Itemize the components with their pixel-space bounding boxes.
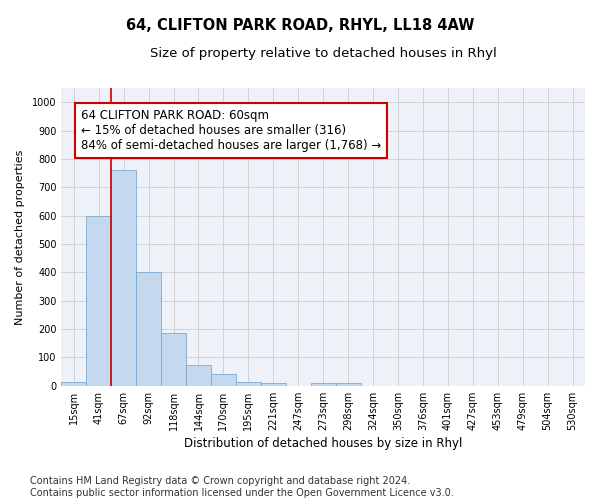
Title: Size of property relative to detached houses in Rhyl: Size of property relative to detached ho… [150,48,497,60]
Bar [311,383,335,386]
Bar [61,382,86,386]
Bar [261,383,286,386]
Bar [335,383,361,386]
Text: Contains HM Land Registry data © Crown copyright and database right 2024.
Contai: Contains HM Land Registry data © Crown c… [30,476,454,498]
Text: 64 CLIFTON PARK ROAD: 60sqm
← 15% of detached houses are smaller (316)
84% of se: 64 CLIFTON PARK ROAD: 60sqm ← 15% of det… [81,110,382,152]
Bar [211,374,236,386]
Bar [136,272,161,386]
Y-axis label: Number of detached properties: Number of detached properties [15,149,25,324]
Bar [236,382,261,386]
Text: 64, CLIFTON PARK ROAD, RHYL, LL18 4AW: 64, CLIFTON PARK ROAD, RHYL, LL18 4AW [126,18,474,32]
Bar [86,216,111,386]
Bar [111,170,136,386]
Bar [186,364,211,386]
Bar [161,334,186,386]
X-axis label: Distribution of detached houses by size in Rhyl: Distribution of detached houses by size … [184,437,463,450]
